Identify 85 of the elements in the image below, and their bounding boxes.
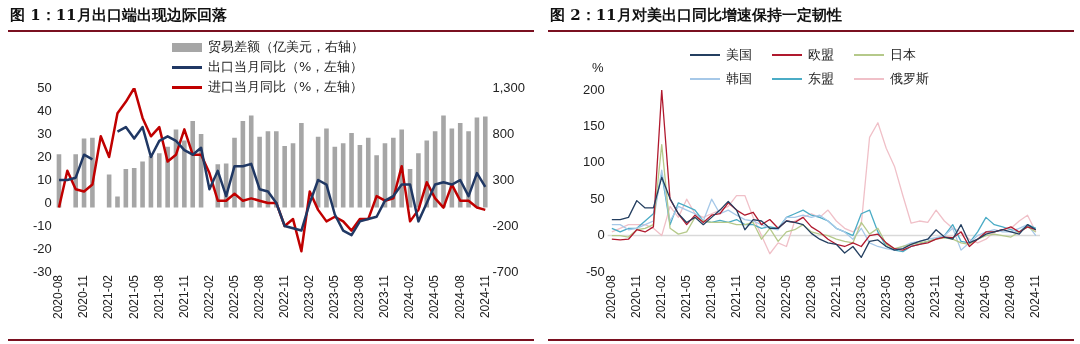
y2-tick-label: -200 xyxy=(492,217,519,233)
x-tick-label: 2020-08 xyxy=(604,274,619,320)
bar xyxy=(115,196,120,208)
y2-tick-label: -700 xyxy=(492,263,519,279)
x-tick-label: 2023-08 xyxy=(352,274,367,320)
legend-label: 韩国 xyxy=(726,70,752,88)
x-tick-label: 2024-11 xyxy=(1028,274,1043,319)
y2-tick-label: 800 xyxy=(492,125,515,141)
bar xyxy=(365,137,371,208)
bar xyxy=(324,128,329,208)
x-tick-label: 2024-11 xyxy=(477,274,492,319)
x-tick-label: 2022-11 xyxy=(276,274,291,319)
bar xyxy=(182,140,187,208)
x-tick-label: 2023-05 xyxy=(327,274,342,320)
x-tick-label: 2020-11 xyxy=(629,274,644,319)
y-tick-label: -50 xyxy=(585,263,605,279)
legend-label: 进口当月同比（%，左轴） xyxy=(208,78,364,96)
legend-label: 贸易差额（亿美元，右轴） xyxy=(208,38,364,56)
bar xyxy=(131,168,137,208)
x-tick-label: 2023-08 xyxy=(903,274,918,320)
legend-label: 出口当月同比（%，左轴） xyxy=(208,58,364,76)
legend-label: 美国 xyxy=(726,46,752,64)
bar xyxy=(282,145,287,208)
y-tick-label: 0 xyxy=(597,227,605,243)
y-tick-label: 10 xyxy=(37,171,52,187)
x-tick-label: 2024-05 xyxy=(427,274,442,320)
y-tick-label: -10 xyxy=(32,217,52,233)
bar xyxy=(457,122,463,208)
y-tick-label: 100 xyxy=(582,154,605,170)
chart-title: 图 2：11月对美出口同比增速保持一定韧性 xyxy=(550,6,842,25)
x-tick-label: 2023-05 xyxy=(878,274,893,320)
x-tick-label: 2023-11 xyxy=(377,274,392,319)
bar xyxy=(441,115,446,208)
y-tick-label: 30 xyxy=(37,125,52,141)
y-tick-label: 20 xyxy=(37,148,52,164)
x-tick-label: 2024-02 xyxy=(402,274,417,320)
x-tick-label: 2020-08 xyxy=(51,274,66,320)
bar xyxy=(190,121,196,208)
x-tick-label: 2024-08 xyxy=(452,274,467,320)
y-tick-label: 40 xyxy=(37,102,52,118)
y-tick-label: 50 xyxy=(37,79,52,95)
y-tick-label: -30 xyxy=(32,263,52,279)
bar xyxy=(274,131,279,208)
x-tick-label: 2022-11 xyxy=(828,274,843,319)
x-tick-label: 2021-05 xyxy=(678,274,693,320)
y-tick-label: -20 xyxy=(32,240,52,256)
y-tick-label: 50 xyxy=(590,190,605,206)
x-tick-label: 2021-02 xyxy=(654,274,669,320)
x-tick-label: 2021-08 xyxy=(703,274,718,320)
legend-label: 东盟 xyxy=(808,70,834,88)
bar xyxy=(349,133,354,208)
x-tick-label: 2021-11 xyxy=(728,274,743,319)
bar xyxy=(140,161,145,208)
x-tick-label: 2021-05 xyxy=(126,274,141,320)
x-tick-label: 2023-02 xyxy=(853,274,868,320)
x-tick-label: 2023-02 xyxy=(302,274,317,320)
y-tick-label: 0 xyxy=(44,194,52,210)
x-tick-label: 2021-08 xyxy=(151,274,166,320)
x-tick-label: 2022-08 xyxy=(251,274,266,320)
legend-label: 欧盟 xyxy=(808,46,834,64)
chart-title: 图 1：11月出口端出现边际回落 xyxy=(10,6,227,25)
legend-label: 日本 xyxy=(890,46,916,64)
bar xyxy=(299,122,304,208)
bar xyxy=(416,153,421,208)
x-tick-label: 2022-05 xyxy=(778,274,793,320)
x-tick-label: 2022-05 xyxy=(226,274,241,320)
x-tick-label: 2024-02 xyxy=(953,274,968,320)
y2-tick-label: 300 xyxy=(492,171,515,187)
x-tick-label: 2021-11 xyxy=(176,274,191,319)
x-tick-label: 2023-11 xyxy=(928,274,943,319)
x-tick-label: 2024-08 xyxy=(1003,274,1018,320)
x-tick-label: 2024-05 xyxy=(978,274,993,320)
y-axis-title: % xyxy=(592,60,604,75)
legend-label: 俄罗斯 xyxy=(890,70,929,88)
y2-tick-label: 1,300 xyxy=(492,79,526,95)
x-tick-label: 2022-02 xyxy=(201,274,216,320)
bar xyxy=(482,116,488,208)
x-tick-label: 2022-08 xyxy=(803,274,818,320)
x-tick-label: 2022-02 xyxy=(753,274,768,320)
x-tick-label: 2021-02 xyxy=(101,274,116,320)
y-tick-label: 150 xyxy=(582,117,605,133)
x-tick-label: 2020-11 xyxy=(76,274,91,319)
bar xyxy=(248,115,254,208)
bar xyxy=(156,153,162,208)
y-tick-label: 200 xyxy=(582,81,605,97)
